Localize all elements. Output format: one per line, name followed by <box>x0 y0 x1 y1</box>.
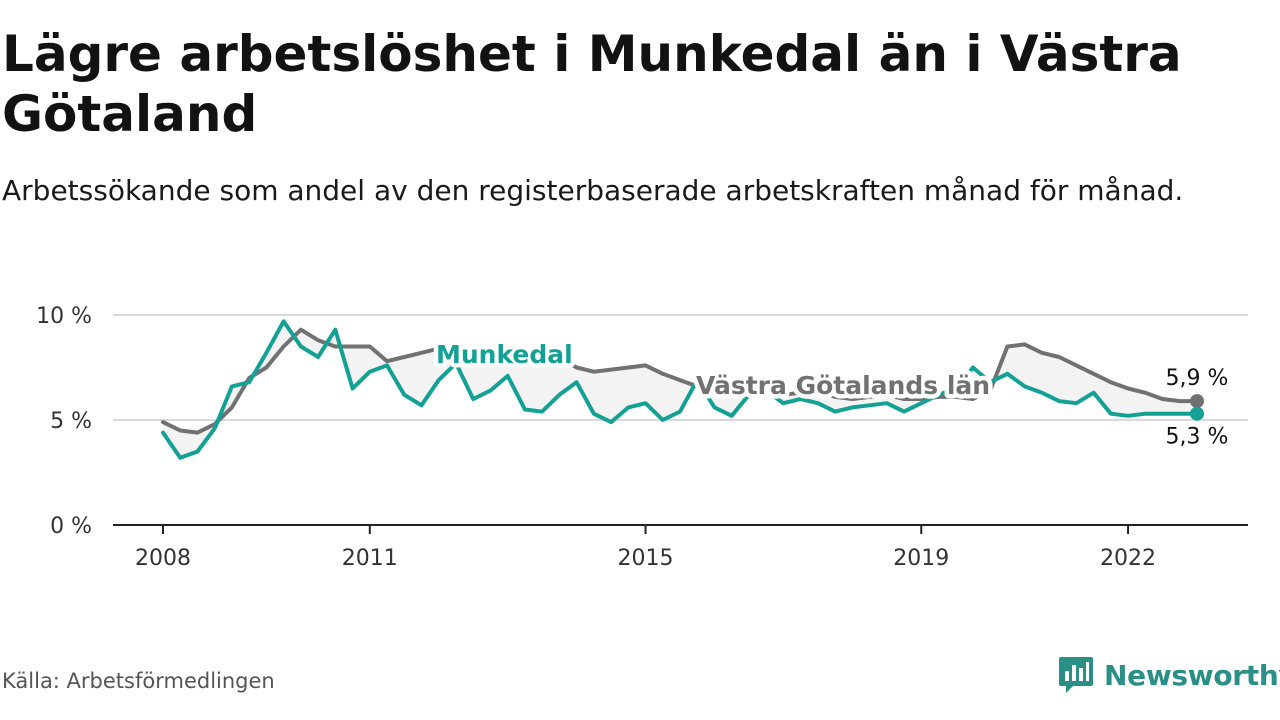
x-tick-label: 2008 <box>135 546 191 571</box>
endpoint-vastra-gotaland <box>1190 394 1204 409</box>
x-tick-label: 2022 <box>1100 546 1156 571</box>
end-label-munkedal: 5,3 % <box>1166 425 1229 450</box>
gap-area <box>163 321 1197 458</box>
chart-subtitle: Arbetssökande som andel av den registerb… <box>2 174 1184 207</box>
x-tick-label: 2015 <box>618 546 674 571</box>
x-tick-label: 2011 <box>342 546 398 571</box>
y-tick-label: 0 % <box>50 514 92 539</box>
series-label-munkedal: Munkedal <box>436 340 573 369</box>
newsworthy-logo-icon <box>1059 657 1093 693</box>
line-chart: 0 % 5 % 10 % 2008 2011 2015 2019 2022 5,9 % 5,3 %… <box>36 304 1248 571</box>
source-note: Källa: Arbetsförmedlingen <box>2 669 275 693</box>
series-line-vastra-gotaland <box>161 327 1199 435</box>
series-line-munkedal <box>161 319 1199 460</box>
brand-name: Newsworthy <box>1104 658 1280 692</box>
endpoint-munkedal <box>1190 406 1204 421</box>
chart-title: Lägre arbetslöshet i Munkedal än i Västr… <box>2 25 1182 143</box>
x-tick-label: 2019 <box>893 546 949 571</box>
series-label-vastra-gotaland: Västra Götalands län <box>696 371 990 400</box>
y-tick-label: 10 % <box>36 304 92 329</box>
newsworthy-brand[interactable]: Newsworthy <box>1058 654 1280 696</box>
y-tick-label: 5 % <box>50 409 92 434</box>
end-label-vastra-gotaland: 5,9 % <box>1166 366 1229 391</box>
